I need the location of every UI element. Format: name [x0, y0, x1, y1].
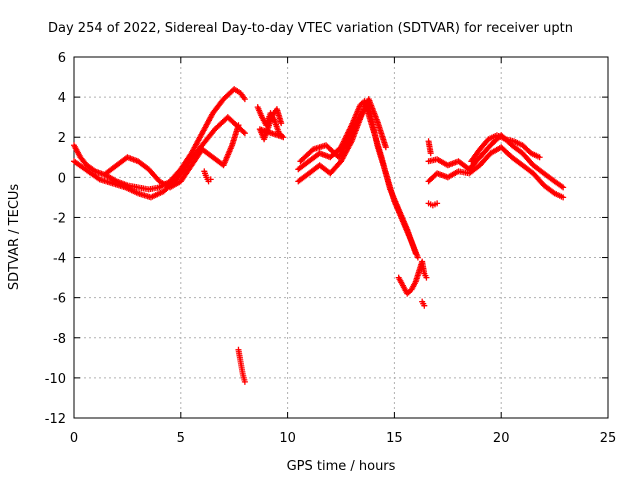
data-point: [240, 129, 247, 136]
data-point: [241, 130, 248, 137]
data-point: [421, 302, 428, 309]
y-tick-label: -2: [53, 211, 66, 226]
data-point: [536, 154, 543, 161]
y-tick-label: 6: [58, 51, 66, 66]
y-tick-label: -12: [45, 412, 66, 427]
data-marks: [71, 86, 567, 385]
data-point: [423, 274, 430, 281]
x-tick-label: 0: [70, 431, 78, 446]
data-point: [427, 150, 434, 157]
data-point: [241, 96, 248, 103]
y-tick-label: 2: [58, 131, 66, 146]
y-tick-label: -8: [53, 332, 66, 347]
data-point: [382, 144, 389, 151]
data-point: [560, 194, 567, 201]
x-tick-label: 25: [600, 431, 617, 446]
data-point: [414, 254, 421, 261]
x-tick-label: 15: [386, 431, 403, 446]
y-axis-label: SDTVAR / TECUs: [7, 184, 22, 291]
chart-title: Day 254 of 2022, Sidereal Day-to-day VTE…: [48, 21, 573, 36]
y-tick-label: 0: [58, 171, 66, 186]
data-point: [560, 184, 567, 191]
y-tick-label: -10: [45, 372, 66, 387]
y-tick-label: -4: [53, 252, 66, 267]
data-point: [207, 176, 214, 183]
axis-ticks: 0 5 10 15 20 25 -12 -10 -8 -6 -4 -2 0 2 4 6: [45, 51, 617, 446]
x-tick-label: 10: [279, 431, 296, 446]
grid: [74, 57, 608, 418]
x-tick-label: 5: [177, 431, 185, 446]
data-point: [434, 200, 441, 207]
data-point: [278, 120, 285, 127]
data-point: [241, 378, 248, 385]
plot-frame: [73, 56, 609, 419]
y-tick-label: -6: [53, 292, 66, 307]
x-axis-label: GPS time / hours: [287, 459, 396, 474]
data-point: [550, 189, 557, 196]
x-tick-label: 20: [493, 431, 510, 446]
data-point: [235, 122, 242, 129]
y-tick-label: 4: [58, 91, 66, 106]
